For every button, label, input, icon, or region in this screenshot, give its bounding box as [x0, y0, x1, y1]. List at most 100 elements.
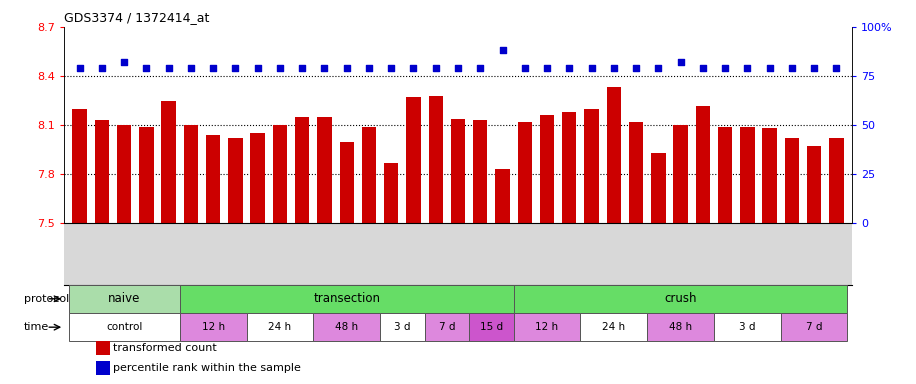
Point: [606, 65, 621, 71]
Text: control: control: [106, 322, 142, 332]
Bar: [714, 313, 780, 341]
Point: [628, 65, 643, 71]
Bar: [740, 127, 755, 223]
Bar: [807, 146, 822, 223]
Bar: [469, 313, 514, 341]
Text: crush: crush: [664, 292, 697, 305]
Text: time: time: [24, 322, 49, 332]
Point: [250, 65, 265, 71]
Point: [228, 65, 243, 71]
Bar: [69, 313, 180, 341]
Point: [651, 65, 666, 71]
Text: 48 h: 48 h: [335, 322, 358, 332]
Bar: [384, 163, 398, 223]
Point: [429, 65, 443, 71]
Bar: [362, 127, 376, 223]
Point: [829, 65, 844, 71]
Point: [94, 65, 109, 71]
Bar: [651, 153, 666, 223]
Bar: [139, 127, 154, 223]
Point: [740, 65, 755, 71]
Bar: [161, 101, 176, 223]
Point: [384, 65, 398, 71]
Bar: [250, 133, 265, 223]
Point: [406, 65, 420, 71]
Text: 3 d: 3 d: [394, 322, 410, 332]
Bar: [94, 120, 109, 223]
Text: 3 d: 3 d: [739, 322, 756, 332]
Text: GDS3374 / 1372414_at: GDS3374 / 1372414_at: [64, 11, 210, 24]
Bar: [380, 313, 425, 341]
Text: 7 d: 7 d: [439, 322, 455, 332]
Bar: [95, 341, 110, 355]
Point: [784, 65, 799, 71]
Text: 12 h: 12 h: [536, 322, 559, 332]
Point: [72, 65, 87, 71]
Bar: [762, 128, 777, 223]
Bar: [628, 122, 643, 223]
Bar: [673, 125, 688, 223]
Bar: [829, 138, 844, 223]
Bar: [180, 285, 514, 313]
Text: protocol: protocol: [24, 294, 70, 304]
Bar: [718, 127, 732, 223]
Bar: [496, 169, 509, 223]
Bar: [473, 120, 487, 223]
Point: [584, 65, 599, 71]
Text: 15 d: 15 d: [480, 322, 503, 332]
Bar: [69, 285, 180, 313]
Bar: [95, 361, 110, 374]
Bar: [72, 109, 87, 223]
Bar: [581, 313, 647, 341]
Text: naive: naive: [108, 292, 140, 305]
Bar: [695, 106, 710, 223]
Point: [695, 65, 710, 71]
Point: [206, 65, 221, 71]
Bar: [117, 125, 131, 223]
Text: 12 h: 12 h: [202, 322, 224, 332]
Point: [317, 65, 332, 71]
Bar: [514, 285, 847, 313]
Point: [273, 65, 288, 71]
Point: [451, 65, 465, 71]
Point: [673, 59, 688, 65]
Text: transection: transection: [313, 292, 380, 305]
Bar: [425, 313, 469, 341]
Point: [117, 59, 132, 65]
Bar: [228, 138, 243, 223]
Text: percentile rank within the sample: percentile rank within the sample: [113, 362, 300, 372]
Point: [295, 65, 310, 71]
Bar: [584, 109, 599, 223]
Bar: [246, 313, 313, 341]
Point: [807, 65, 822, 71]
Bar: [785, 138, 799, 223]
Text: 24 h: 24 h: [602, 322, 626, 332]
Point: [562, 65, 576, 71]
Bar: [180, 313, 246, 341]
Bar: [606, 88, 621, 223]
Point: [496, 47, 510, 53]
Bar: [451, 119, 465, 223]
Point: [518, 65, 532, 71]
Bar: [295, 117, 310, 223]
Text: 48 h: 48 h: [669, 322, 692, 332]
Point: [473, 65, 487, 71]
Bar: [780, 313, 847, 341]
Bar: [313, 313, 380, 341]
Text: 7 d: 7 d: [806, 322, 823, 332]
Point: [340, 65, 354, 71]
Point: [161, 65, 176, 71]
Text: 24 h: 24 h: [268, 322, 291, 332]
Bar: [206, 135, 221, 223]
Bar: [273, 125, 288, 223]
Bar: [514, 313, 581, 341]
Text: transformed count: transformed count: [113, 343, 217, 353]
Point: [139, 65, 154, 71]
Bar: [562, 112, 576, 223]
Bar: [184, 125, 198, 223]
Bar: [407, 97, 420, 223]
Bar: [317, 117, 332, 223]
Point: [362, 65, 376, 71]
Bar: [340, 142, 354, 223]
Point: [718, 65, 733, 71]
